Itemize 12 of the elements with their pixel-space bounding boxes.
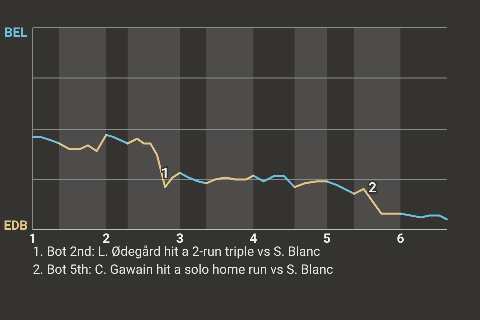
annotation: 2	[368, 180, 377, 196]
x-tick-label: 2	[102, 232, 110, 247]
x-tick-label: 1	[29, 232, 37, 247]
annotation: 1	[161, 166, 170, 182]
x-tick-label: 3	[176, 232, 184, 247]
text: 1. Bot 2nd: L. Ødegård hit a 2-run triple vs S. Blanc	[33, 245, 321, 260]
x-tick-label: 5	[323, 232, 331, 247]
x-tick-label: 6	[396, 232, 405, 247]
x-tick-label: 4	[250, 232, 258, 247]
text: 2. Bot 5th: C. Gawain hit a solo home run vs S. Blanc	[33, 263, 334, 278]
text: BEL	[4, 26, 28, 41]
text: EDB	[4, 219, 28, 234]
